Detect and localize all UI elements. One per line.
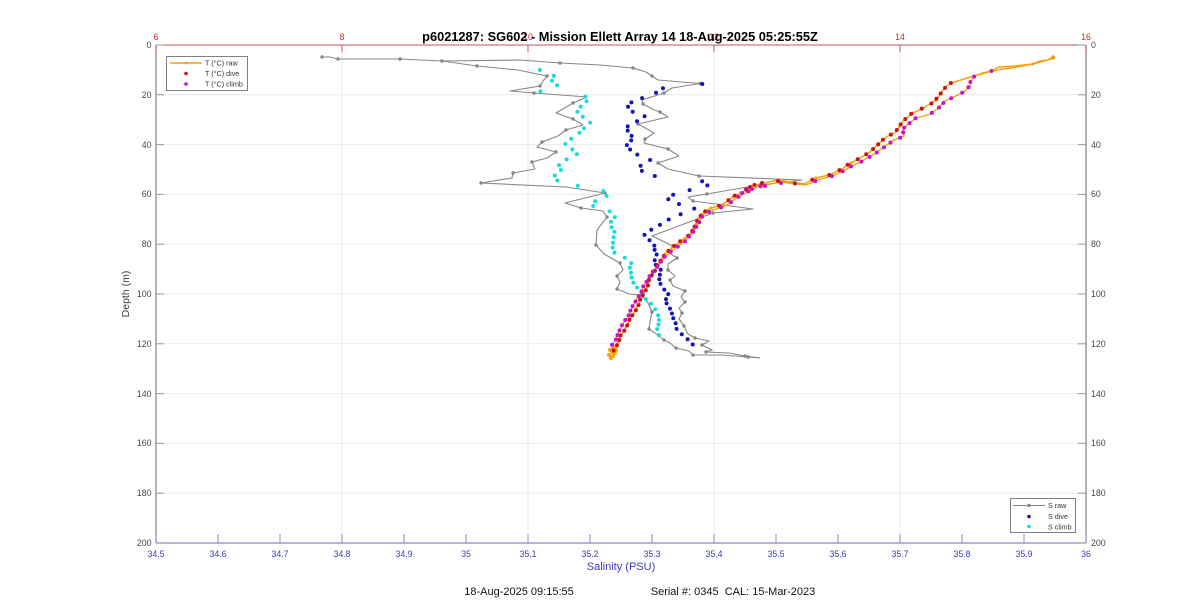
svg-text:20: 20 [1091, 90, 1101, 100]
svg-text:80: 80 [142, 239, 152, 249]
svg-text:8: 8 [340, 32, 345, 42]
svg-text:40: 40 [142, 140, 152, 150]
svg-text:0: 0 [1091, 40, 1096, 50]
svg-text:100: 100 [1091, 289, 1106, 299]
svg-text:100: 100 [137, 289, 152, 299]
svg-text:140: 140 [137, 389, 152, 399]
svg-text:34.9: 34.9 [395, 549, 412, 559]
svg-text:35.1: 35.1 [519, 549, 536, 559]
svg-text:34.6: 34.6 [209, 549, 226, 559]
svg-text:80: 80 [1091, 239, 1101, 249]
svg-text:6: 6 [154, 32, 159, 42]
svg-text:Serial #: 0345 CAL: 15-Mar-20: Serial #: 0345 CAL: 15-Mar-2023 [651, 586, 815, 598]
svg-text:35.7: 35.7 [891, 549, 908, 559]
svg-text:180: 180 [137, 488, 152, 498]
svg-text:34.5: 34.5 [147, 549, 164, 559]
svg-text:35.6: 35.6 [829, 549, 846, 559]
svg-text:120: 120 [137, 339, 152, 349]
svg-text:160: 160 [137, 438, 152, 448]
svg-text:140: 140 [1091, 389, 1106, 399]
svg-text:Salinity (PSU): Salinity (PSU) [587, 561, 655, 573]
svg-text:T (°C) climb: T (°C) climb [205, 80, 243, 89]
svg-text:16: 16 [1081, 32, 1091, 42]
svg-text:180: 180 [1091, 488, 1106, 498]
svg-text:160: 160 [1091, 438, 1106, 448]
svg-text:34.8: 34.8 [333, 549, 350, 559]
svg-text:35.5: 35.5 [767, 549, 784, 559]
svg-text:p6021287: SG602 - Mission Elle: p6021287: SG602 - Mission Ellett Array 1… [422, 29, 818, 44]
svg-text:200: 200 [1091, 538, 1106, 548]
svg-text:35.4: 35.4 [705, 549, 722, 559]
svg-text:35.8: 35.8 [953, 549, 970, 559]
svg-text:60: 60 [142, 189, 152, 199]
svg-text:Depth (m): Depth (m) [120, 271, 132, 318]
svg-text:36: 36 [1081, 549, 1091, 559]
svg-text:34.7: 34.7 [271, 549, 288, 559]
svg-text:35: 35 [461, 549, 471, 559]
svg-text:35.3: 35.3 [643, 549, 660, 559]
svg-text:14: 14 [895, 32, 905, 42]
svg-text:40: 40 [1091, 140, 1101, 150]
svg-text:T (°C) raw: T (°C) raw [205, 59, 238, 68]
svg-text:S dive: S dive [1048, 512, 1068, 521]
svg-text:T (°C) dive: T (°C) dive [205, 69, 239, 78]
svg-text:35.2: 35.2 [581, 549, 598, 559]
svg-text:10: 10 [523, 32, 533, 42]
svg-text:S raw: S raw [1048, 501, 1067, 510]
svg-text:18-Aug-2025 09:15:55: 18-Aug-2025 09:15:55 [464, 586, 573, 598]
svg-text:35.9: 35.9 [1015, 549, 1032, 559]
svg-text:60: 60 [1091, 189, 1101, 199]
svg-text:200: 200 [137, 538, 152, 548]
svg-text:120: 120 [1091, 339, 1106, 349]
svg-text:S climb: S climb [1048, 523, 1072, 532]
svg-text:20: 20 [142, 90, 152, 100]
svg-text:0: 0 [147, 40, 152, 50]
svg-text:12: 12 [709, 32, 719, 42]
